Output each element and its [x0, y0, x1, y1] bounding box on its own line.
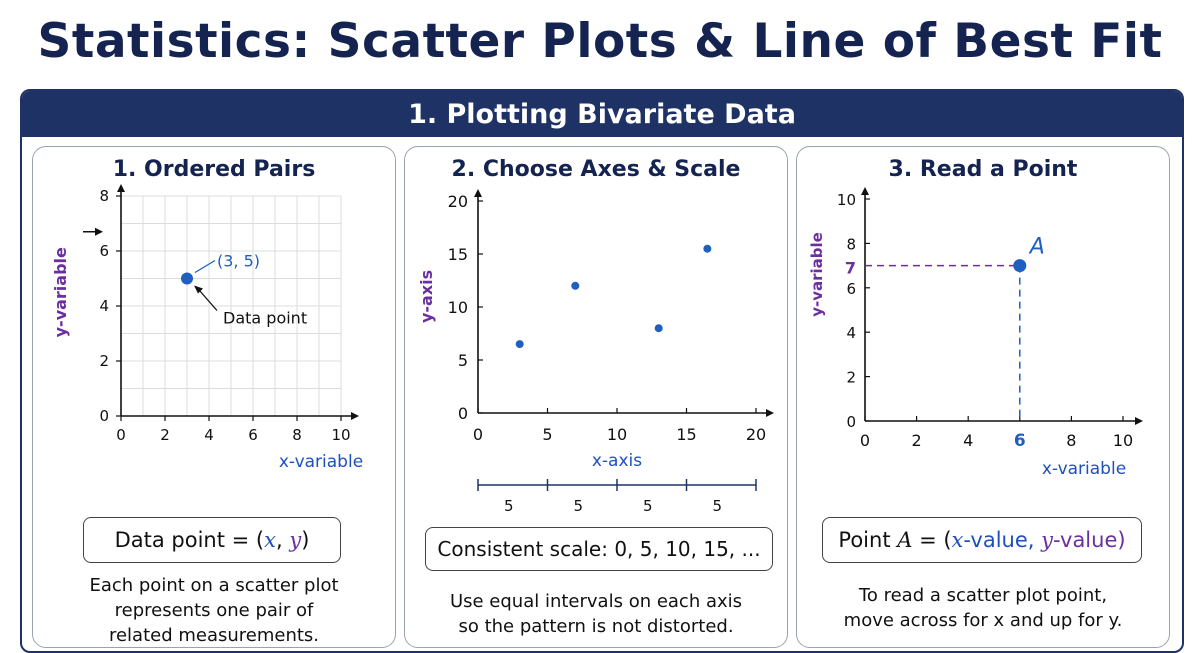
x-tick-label: 10	[331, 426, 350, 444]
caption-line: move across for x and up for y.	[843, 610, 1123, 631]
y-tick-label: 4	[99, 297, 109, 315]
y-axis-label: y-axis	[417, 270, 436, 323]
interval-label: 5	[712, 497, 722, 515]
y-tick-label: 5	[458, 351, 468, 370]
y-tick-label: 0	[99, 407, 109, 425]
formula-prefix: Data point =	[114, 528, 256, 552]
y-tick-label: 15	[448, 245, 468, 264]
caption-line: Use equal intervals on each axis	[449, 591, 743, 612]
annotation-arrow	[194, 285, 203, 294]
y-axis-label: y-variable	[808, 232, 826, 317]
panel-axes-scale: 2. Choose Axes & Scale 0 5 10 15 20 0 5 10 15 20 y…	[404, 146, 788, 648]
ordered-pairs-chart: 0 2 4 6 8 10 0 2 4 6 8 y-variable x-variable (3, 5) Da…	[51, 184, 363, 472]
data-point	[571, 281, 580, 290]
y-label-pointer-arrow	[95, 227, 103, 236]
y-tick-label: 8	[99, 187, 109, 205]
x-tick-label: 4	[204, 426, 214, 444]
x-tick-label: 5	[542, 425, 552, 444]
formula-y: y	[289, 528, 302, 552]
caption-line: so the pattern is not distorted.	[458, 616, 734, 637]
x-tick-label: 0	[116, 426, 126, 444]
y-tick-label: 6	[846, 280, 856, 298]
formula-box: Consistent scale: 0, 5, 10, 15, ...	[425, 527, 773, 571]
x-tick-label: 8	[292, 426, 302, 444]
formula-x-suffix: -value,	[963, 528, 1042, 552]
panel-caption: Each point on a scatter plot represents …	[33, 573, 395, 648]
data-point	[703, 244, 712, 253]
x-tick-label: 6	[248, 426, 258, 444]
y-tick-label: 0	[846, 413, 856, 431]
data-point	[1013, 259, 1027, 273]
panel-ordered-pairs: 1. Ordered Pairs 0 2 4 6 8 10 0 2 4 6 8 y-variable x…	[32, 146, 396, 648]
formula-point-name: A	[897, 528, 913, 552]
interval-label: 5	[504, 497, 514, 515]
formula-close: )	[301, 528, 310, 552]
y-tick-label: 0	[458, 404, 468, 423]
point-label: A	[1028, 235, 1045, 260]
x-tick-label: 2	[160, 426, 170, 444]
y-tick-label: 2	[846, 369, 856, 387]
axes-scale-chart: 0 5 10 15 20 0 5 10 15 20 y-axis x-axis 5 5 5 5	[417, 189, 774, 515]
y-tick-label: 20	[448, 192, 468, 211]
y-tick-label: 10	[448, 298, 468, 317]
caption-line: To read a scatter plot point,	[858, 585, 1108, 606]
x-tick-label: 4	[963, 431, 973, 450]
y-axis-arrow	[861, 187, 869, 195]
point-label: (3, 5)	[217, 252, 260, 271]
x-axis-label: x-variable	[1042, 459, 1126, 479]
guide-x-label: 6	[1014, 431, 1026, 451]
formula-x: x	[951, 528, 964, 552]
read-point-chart: 0 2 4 8 10 0 2 4 6 8 10 y-variable x-variable 7 6 A	[808, 187, 1143, 479]
x-axis-label: x-variable	[279, 452, 363, 472]
x-tick-label: 10	[607, 425, 627, 444]
formula-box: Data point = (x, y)	[83, 517, 341, 563]
x-axis-arrow	[1135, 417, 1143, 425]
panel-title: 2. Choose Axes & Scale	[451, 157, 741, 182]
x-tick-label: 2	[912, 431, 922, 450]
y-axis-arrow	[474, 189, 482, 197]
annotation-label: Data point	[223, 309, 307, 328]
caption-line: related measurements.	[108, 625, 320, 646]
x-tick-label: 0	[860, 431, 870, 450]
interval-label: 5	[643, 497, 653, 515]
formula-y-suffix: -value)	[1053, 528, 1126, 552]
caption-line: Each point on a scatter plot	[89, 575, 339, 596]
point-label-leader	[194, 259, 216, 274]
x-tick-label: 0	[473, 425, 483, 444]
x-tick-label: 15	[676, 425, 696, 444]
panel-read-point: 3. Read a Point 0 2 4 8 10 0 2 4 6 8 10 y-variable x…	[796, 146, 1170, 648]
formula-x: x	[264, 528, 276, 552]
x-tick-label: 20	[746, 425, 766, 444]
panel-caption: To read a scatter plot point, move acros…	[797, 583, 1169, 633]
x-axis-arrow	[351, 412, 359, 420]
formula-y: y	[1041, 528, 1053, 552]
y-tick-label: 2	[99, 352, 109, 370]
y-tick-label: 8	[846, 235, 856, 253]
x-axis-arrow	[766, 409, 774, 417]
section-header: 1. Plotting Bivariate Data	[22, 91, 1182, 137]
y-axis-arrow	[117, 184, 125, 192]
x-tick-label: 10	[1113, 431, 1133, 450]
data-point	[654, 324, 663, 333]
formula-box: Point A = (x-value, y-value)	[822, 517, 1142, 563]
formula-sep: ,	[275, 528, 290, 552]
data-point	[515, 340, 524, 349]
formula-prefix: Point	[838, 528, 898, 552]
panel-title: 3. Read a Point	[888, 157, 1078, 182]
page-title: Statistics: Scatter Plots & Line of Best…	[37, 14, 1163, 69]
y-tick-label: 10	[837, 191, 856, 209]
y-tick-label: 6	[99, 242, 109, 260]
panel-caption: Use equal intervals on each axis so the …	[405, 589, 787, 639]
formula-open: (	[255, 528, 265, 552]
interval-label: 5	[573, 497, 583, 515]
y-axis-label: y-variable	[51, 247, 70, 337]
y-tick-label: 4	[846, 324, 856, 342]
x-axis-label: x-axis	[592, 451, 642, 471]
formula-eq: = (	[912, 528, 952, 552]
caption-line: represents one pair of	[114, 600, 314, 621]
guide-y-label: 7	[845, 259, 856, 278]
data-point	[181, 272, 193, 285]
x-tick-label: 8	[1066, 431, 1076, 450]
panel-title: 1. Ordered Pairs	[112, 157, 316, 182]
